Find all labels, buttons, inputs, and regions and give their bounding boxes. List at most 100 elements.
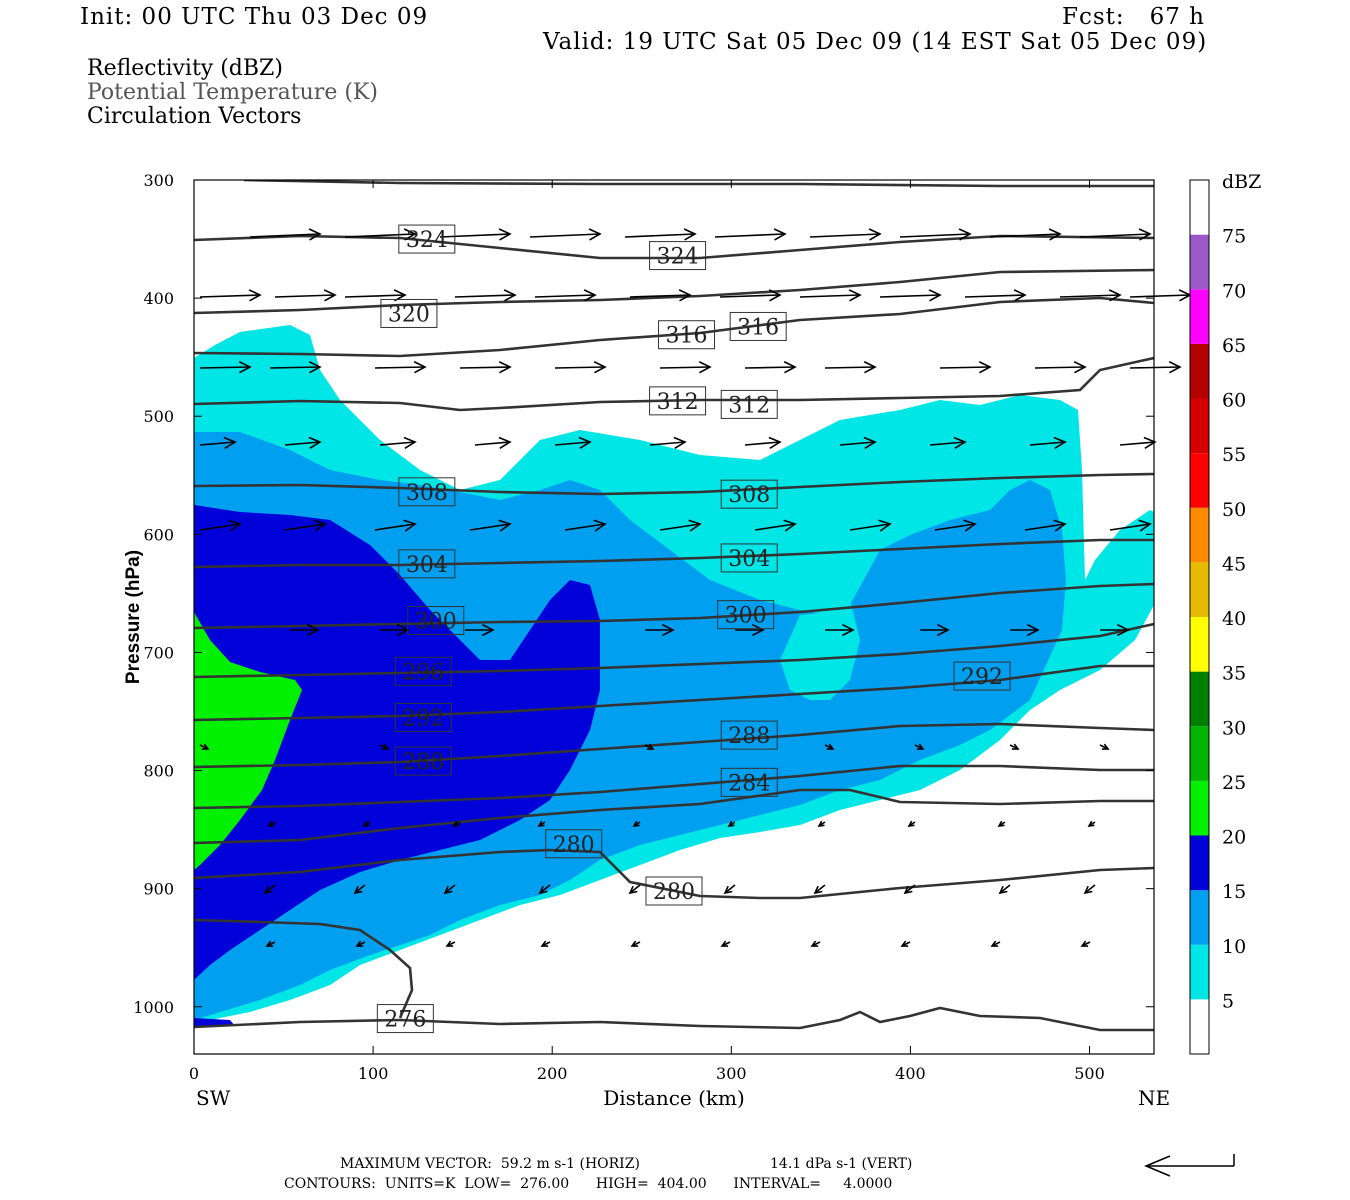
- vector-arrow: [444, 884, 456, 894]
- colorbar-units: dBZ: [1222, 171, 1261, 193]
- vector-arrowhead: [593, 361, 607, 374]
- theta-line: [194, 1006, 1154, 1032]
- vector-arrow: [714, 233, 786, 238]
- y-tick-label: 300: [143, 171, 174, 190]
- vector-arrowhead: [1087, 820, 1095, 827]
- x-tick-label: 400: [895, 1064, 926, 1083]
- vector-arrow: [1034, 366, 1086, 369]
- theta-label-box: [398, 549, 456, 579]
- theta-label: 276: [376, 1004, 434, 1034]
- theta-label-box: [720, 767, 778, 797]
- colorbar-level-label: 55: [1222, 444, 1246, 466]
- colorbar-level-label: 15: [1222, 881, 1246, 903]
- theta-label: 312: [649, 386, 707, 416]
- y-tick-label: 1000: [133, 998, 174, 1017]
- theta-label: 288: [720, 720, 778, 750]
- colorbar-swatch: [1190, 726, 1209, 781]
- vector-arrowhead: [452, 820, 460, 827]
- vector-arrow: [1024, 523, 1066, 531]
- vector-arrowhead: [306, 623, 320, 637]
- vector-arrow: [274, 294, 336, 298]
- reflectivity-field: [194, 325, 1154, 1026]
- vector-arrow: [799, 294, 861, 298]
- max-vector-note: MAXIMUM VECTOR: 59.2 m s-1 (HORIZ): [340, 1156, 640, 1172]
- vector-arrowhead: [1083, 885, 1093, 895]
- theta-label-box: [720, 543, 778, 573]
- vector-arrow: [534, 294, 596, 298]
- theta-line: [194, 472, 1154, 496]
- theta-label-text: 280: [553, 833, 595, 858]
- colorbar-swatch: [1190, 780, 1209, 836]
- vector-arrow: [344, 233, 416, 238]
- vector-arrowhead: [936, 623, 950, 637]
- vector-arrowhead: [313, 519, 327, 532]
- vector-arrow: [624, 233, 696, 238]
- colorbar-level-label: 60: [1222, 390, 1246, 412]
- vector-arrowhead: [683, 228, 697, 241]
- theta-label-text: 324: [406, 228, 448, 253]
- vector-arrowhead: [826, 743, 835, 750]
- vector-arrowhead: [661, 623, 675, 637]
- theta-label-box: [649, 386, 707, 416]
- colorbar-swatch: [1190, 999, 1209, 1054]
- vector-arrowhead: [1138, 519, 1152, 532]
- y-tick-label: 900: [143, 880, 174, 899]
- vector-arrow: [1029, 441, 1066, 446]
- vector-arrow: [1129, 366, 1181, 369]
- vector-arrowhead: [362, 820, 370, 827]
- colorbar-level-label: 10: [1222, 936, 1246, 958]
- vector-arrowhead: [593, 519, 607, 532]
- vector-arrow: [754, 523, 796, 531]
- vector-arrowhead: [953, 436, 967, 450]
- vector-arrowhead: [578, 436, 592, 450]
- theta-label-box: [394, 746, 452, 776]
- vector-arrow: [554, 366, 606, 369]
- vector-arrowhead: [773, 228, 787, 241]
- vector-arrowhead: [498, 436, 512, 450]
- vector-arrowhead: [878, 519, 892, 532]
- refl-10-region: [194, 432, 1066, 1020]
- vector-arrowhead: [498, 228, 512, 241]
- vector-arrow: [264, 884, 276, 894]
- colorbar-swatch: [1190, 617, 1209, 672]
- colorbar-swatch: [1190, 944, 1209, 1000]
- vector-arrowhead: [963, 519, 977, 532]
- vector-arrow: [529, 233, 601, 238]
- vector-arrow: [199, 441, 236, 446]
- vector-arrow: [814, 884, 826, 894]
- vector-arrowhead: [1138, 228, 1152, 241]
- vector-arrowhead: [355, 940, 364, 947]
- x-tick-label: 300: [716, 1064, 747, 1083]
- theta-line: [194, 622, 1154, 679]
- vector-arrow: [929, 441, 966, 446]
- theta-label-text: 304: [406, 553, 448, 578]
- plot-frame: [193, 179, 1155, 1055]
- theta-label-box: [398, 477, 456, 507]
- vector-arrowhead: [248, 289, 262, 302]
- theta-label-text: 304: [728, 547, 770, 572]
- theta-line: [194, 664, 1154, 722]
- vector-arrow: [374, 366, 426, 369]
- theta-label-text: 300: [415, 610, 457, 635]
- theta-label-text: 308: [728, 483, 770, 508]
- theta-label-text: 292: [961, 665, 1003, 690]
- vector-arrow: [1059, 294, 1121, 298]
- theta-label-box: [645, 876, 703, 906]
- theta-label-text: 308: [406, 481, 448, 506]
- vector-arrow: [284, 523, 326, 531]
- vector-arrowhead: [1116, 623, 1130, 637]
- vector-arrow: [554, 441, 591, 446]
- vector-arrow: [459, 366, 511, 369]
- theta-label-box: [720, 479, 778, 509]
- vector-arrowhead: [588, 228, 602, 241]
- vector-arrowhead: [1143, 436, 1157, 450]
- vector-arrowhead: [997, 820, 1005, 827]
- theta-line: [194, 918, 414, 1019]
- vector-arrow: [809, 233, 881, 238]
- vector-arrowhead: [403, 228, 417, 241]
- vector-arrowhead: [990, 940, 999, 947]
- vector-arrowhead: [751, 623, 765, 637]
- colorbar-level-label: 75: [1222, 226, 1246, 248]
- vector-arrowhead: [1011, 743, 1020, 750]
- vector-arrowhead: [1013, 289, 1027, 302]
